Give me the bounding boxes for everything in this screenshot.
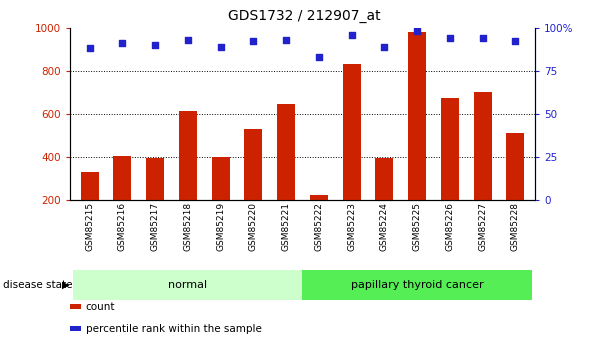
Text: GSM85217: GSM85217: [151, 202, 159, 251]
Bar: [277, 104, 295, 243]
Bar: [342, 64, 361, 243]
Bar: [310, 195, 328, 243]
Text: GSM85221: GSM85221: [282, 202, 291, 251]
Point: [478, 35, 488, 41]
Bar: [506, 133, 524, 243]
Bar: [179, 111, 197, 243]
Text: GSM85227: GSM85227: [478, 202, 487, 251]
Text: count: count: [86, 302, 116, 312]
Point: [511, 39, 520, 44]
Bar: [81, 172, 98, 243]
Bar: [375, 158, 393, 243]
Point: [412, 28, 422, 34]
Text: GSM85225: GSM85225: [413, 202, 421, 251]
Text: GSM85215: GSM85215: [85, 202, 94, 251]
Text: GSM85216: GSM85216: [118, 202, 127, 251]
Point: [445, 35, 455, 41]
Point: [216, 44, 226, 49]
Text: GSM85219: GSM85219: [216, 202, 225, 251]
Bar: [474, 92, 492, 243]
Point: [249, 39, 258, 44]
Point: [282, 37, 291, 42]
FancyBboxPatch shape: [73, 270, 302, 299]
Bar: [146, 158, 164, 243]
Text: disease state: disease state: [3, 280, 72, 289]
Point: [150, 42, 160, 48]
Text: normal: normal: [168, 280, 207, 289]
Bar: [113, 156, 131, 243]
Text: GSM85226: GSM85226: [446, 202, 454, 251]
Text: GDS1732 / 212907_at: GDS1732 / 212907_at: [227, 9, 381, 23]
Text: papillary thyroid cancer: papillary thyroid cancer: [351, 280, 483, 289]
Bar: [244, 129, 263, 243]
Point: [117, 40, 127, 46]
Point: [314, 54, 323, 60]
FancyBboxPatch shape: [302, 270, 532, 299]
Bar: [408, 32, 426, 243]
Point: [85, 46, 94, 51]
Text: percentile rank within the sample: percentile rank within the sample: [86, 324, 261, 334]
Text: GSM85228: GSM85228: [511, 202, 520, 251]
Text: GSM85223: GSM85223: [347, 202, 356, 251]
Text: GSM85220: GSM85220: [249, 202, 258, 251]
Bar: [212, 157, 230, 243]
Text: GSM85218: GSM85218: [184, 202, 192, 251]
Point: [347, 32, 356, 37]
Text: ▶: ▶: [62, 280, 69, 289]
Text: GSM85224: GSM85224: [380, 202, 389, 251]
Point: [183, 37, 193, 42]
Point: [379, 44, 389, 49]
Text: GSM85222: GSM85222: [314, 202, 323, 251]
Bar: [441, 98, 459, 243]
